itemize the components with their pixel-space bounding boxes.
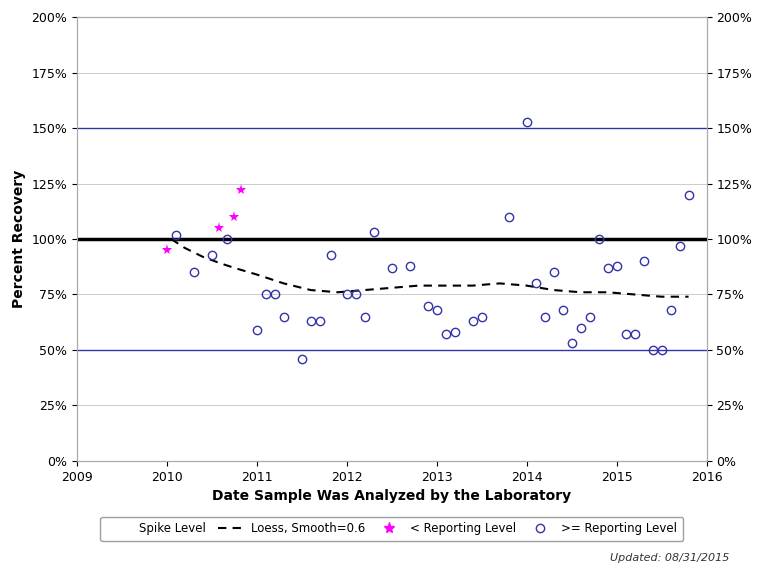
Y-axis label: Percent Recovery: Percent Recovery	[12, 170, 25, 308]
X-axis label: Date Sample Was Analyzed by the Laboratory: Date Sample Was Analyzed by the Laborato…	[212, 489, 571, 503]
Legend: Spike Level, Loess, Smooth=0.6, < Reporting Level, >= Reporting Level: Spike Level, Loess, Smooth=0.6, < Report…	[101, 517, 683, 541]
Text: Updated: 08/31/2015: Updated: 08/31/2015	[611, 554, 730, 563]
